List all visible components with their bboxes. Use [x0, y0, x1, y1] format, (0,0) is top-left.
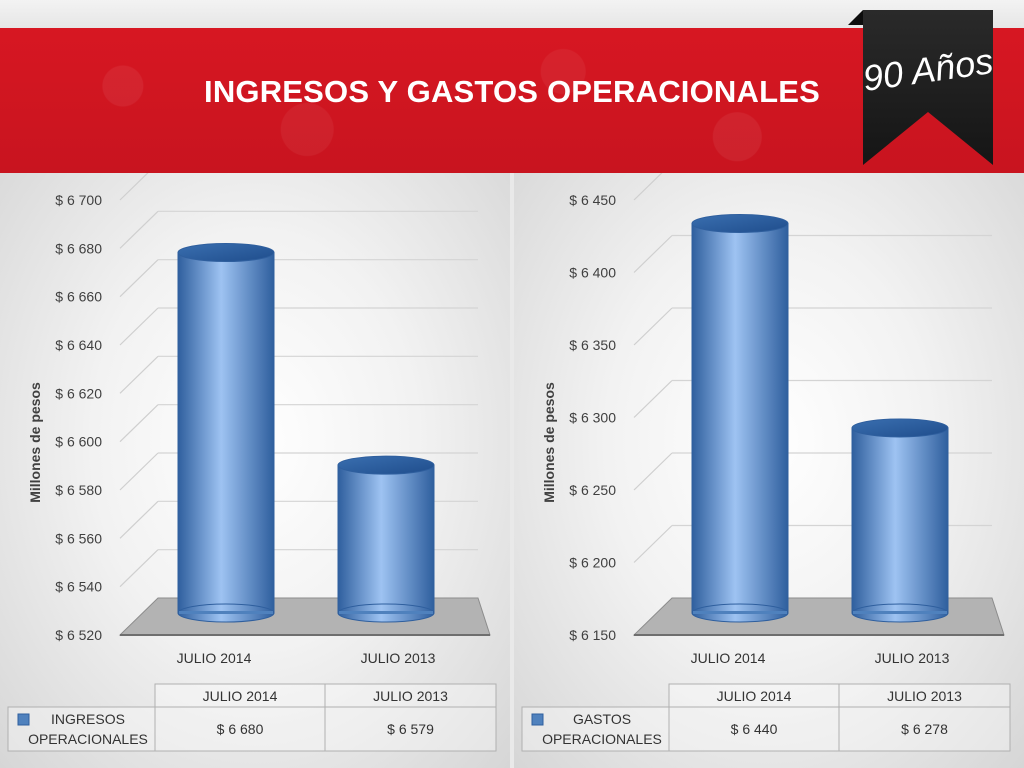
table-value-cell: $ 6 278 — [901, 721, 948, 737]
anniversary-badge-logo: 90 Años — [848, 10, 996, 165]
x-tick-label: JULIO 2013 — [875, 650, 950, 666]
x-tick-label: JULIO 2014 — [691, 650, 766, 666]
y-axis-label: Millones de pesos — [541, 382, 557, 503]
legend-key-label: INGRESOS — [51, 711, 125, 727]
bar-body — [177, 252, 275, 614]
gridline-diagonal — [119, 210, 159, 249]
gridline-diagonal — [119, 549, 159, 588]
gridline-diagonal — [119, 307, 159, 346]
table-data-row — [7, 706, 497, 752]
y-tick-label: $ 6 450 — [569, 192, 616, 208]
bar-top — [851, 418, 949, 438]
gridline-diagonal — [633, 380, 673, 418]
y-tick-label: $ 6 400 — [569, 265, 616, 281]
y-tick-label: $ 6 150 — [569, 627, 616, 643]
bar-body — [337, 464, 435, 614]
legend-key-label: GASTOS — [573, 711, 631, 727]
gridline-diagonal — [119, 259, 159, 298]
legend-key-swatch — [17, 713, 30, 726]
y-tick-label: $ 6 640 — [55, 337, 102, 353]
table-header-cell: JULIO 2013 — [887, 688, 962, 704]
y-tick-label: $ 6 580 — [55, 482, 102, 498]
y-tick-label: $ 6 300 — [569, 410, 616, 426]
bar-base-join — [693, 611, 787, 614]
y-tick-label: $ 6 680 — [55, 240, 102, 256]
gridline-diagonal — [119, 500, 159, 539]
page-title: INGRESOS Y GASTOS OPERACIONALES — [204, 74, 820, 109]
gridline-diagonal — [633, 452, 673, 491]
legend-key-label: OPERACIONALES — [28, 731, 148, 747]
gridline-diagonal — [633, 173, 663, 201]
y-tick-label: $ 6 620 — [55, 385, 102, 401]
y-tick-label: $ 6 600 — [55, 434, 102, 450]
gridline-diagonal — [119, 173, 149, 201]
y-tick-label: $ 6 540 — [55, 579, 102, 595]
table-header-cell: JULIO 2014 — [203, 688, 278, 704]
bar-body — [691, 223, 789, 614]
y-axis-label: Millones de pesos — [27, 382, 43, 503]
table-value-cell: $ 6 680 — [217, 721, 264, 737]
table-header-cell: JULIO 2014 — [717, 688, 792, 704]
x-tick-label: JULIO 2013 — [361, 650, 436, 666]
bar-top — [691, 214, 789, 233]
y-tick-label: $ 6 660 — [55, 289, 102, 305]
panel-divider — [510, 173, 514, 768]
bar-top — [177, 243, 275, 262]
header-banner — [0, 28, 1024, 173]
y-tick-label: $ 6 200 — [569, 555, 616, 571]
table-data-row — [521, 706, 1011, 752]
gastos-chart: $ 6 150 $ 6 200 $ 6 250 $ 6 300 $ 6 350 $ 6 4… — [521, 173, 1011, 752]
table-value-cell: $ 6 440 — [731, 721, 778, 737]
bar-top — [337, 455, 435, 475]
table-value-cell: $ 6 579 — [387, 721, 434, 737]
bar-base-join — [853, 611, 947, 614]
x-tick-label: JULIO 2014 — [177, 650, 252, 666]
table-header-cell: JULIO 2013 — [373, 688, 448, 704]
gridline-diagonal — [633, 525, 673, 563]
y-tick-label: $ 6 700 — [55, 192, 102, 208]
gridline-diagonal — [633, 235, 673, 273]
y-tick-label: $ 6 350 — [569, 337, 616, 353]
gridline-diagonal — [119, 355, 159, 394]
bar-body — [851, 427, 949, 614]
ingresos-chart: $ 6 520 $ 6 540 $ 6 560 $ 6 580 $ 6 600 $ 6 6… — [7, 173, 497, 752]
gridline-diagonal — [119, 452, 159, 491]
bar-base-join — [339, 611, 433, 614]
y-tick-label: $ 6 560 — [55, 530, 102, 546]
y-tick-label: $ 6 520 — [55, 627, 102, 643]
y-tick-label: $ 6 250 — [569, 482, 616, 498]
legend-key-swatch — [531, 713, 544, 726]
bar-base-join — [179, 611, 273, 614]
gridline-diagonal — [633, 307, 673, 346]
gridline-diagonal — [119, 404, 159, 443]
legend-key-label: OPERACIONALES — [542, 731, 662, 747]
